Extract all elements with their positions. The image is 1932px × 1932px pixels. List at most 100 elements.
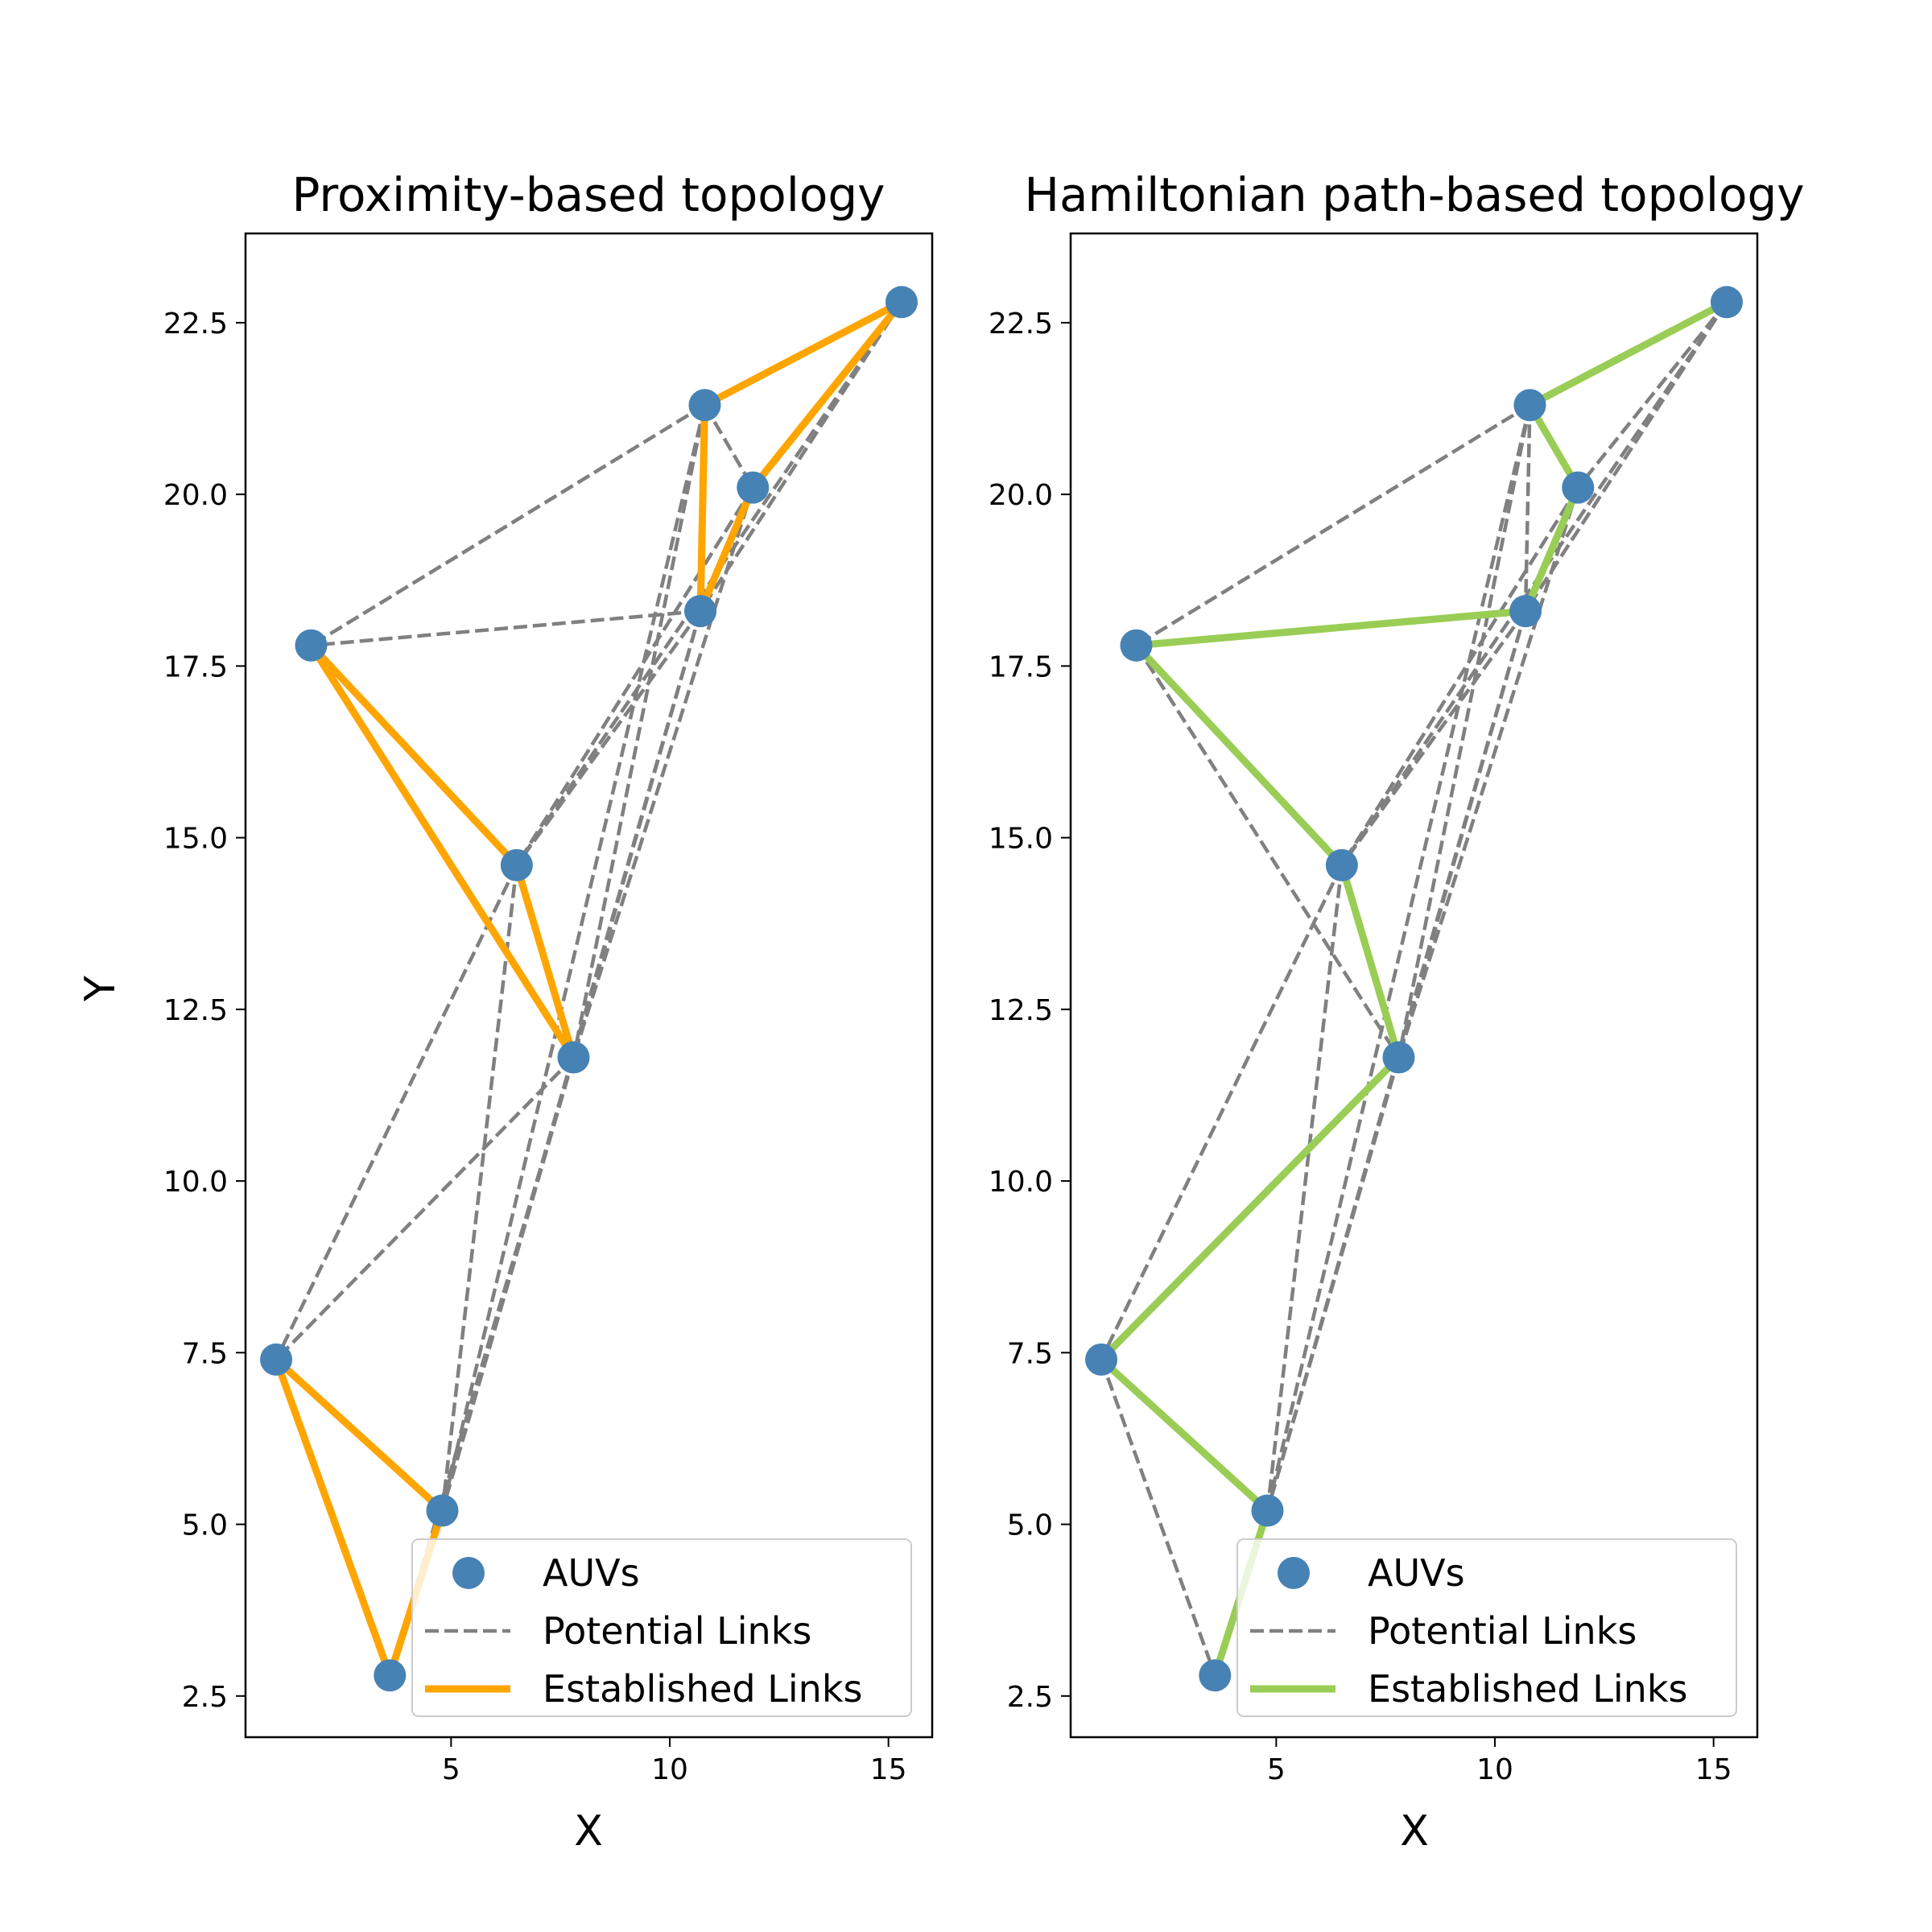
- auv-point: [500, 848, 533, 881]
- potential-link: [572, 404, 707, 1059]
- potential-link: [440, 865, 519, 1511]
- potential-link: [1340, 486, 1580, 866]
- legend-label: Established Links: [1368, 1667, 1687, 1711]
- auv-point: [1120, 629, 1153, 662]
- y-axis-title: Y: [76, 976, 125, 1002]
- y-tick-label: 15.0: [989, 823, 1053, 856]
- plot-area: 5 10 15 2.5 5.0 7.5 10.0 12.5 15.0 17.5 20.0 22.5 AU…: [989, 232, 1759, 1786]
- potential-link: [388, 1056, 576, 1676]
- established-link: [700, 297, 907, 411]
- auv-nodes: [260, 286, 918, 1692]
- potential-link: [1265, 1056, 1401, 1512]
- auv-point: [684, 595, 717, 628]
- x-tick-label: 5: [1267, 1753, 1286, 1786]
- potential-link: [572, 486, 755, 1059]
- legend-label: AUVs: [1368, 1551, 1465, 1595]
- established-link: [1337, 861, 1404, 1063]
- potential-link: [1099, 1359, 1217, 1676]
- y-tick-label: 17.5: [989, 650, 1053, 683]
- auv-point: [260, 1343, 293, 1376]
- y-tick-label: 12.5: [163, 994, 228, 1027]
- x-axis-title: X: [574, 1807, 603, 1856]
- y-tick-label: 7.5: [1007, 1337, 1053, 1370]
- auv-point: [1251, 1494, 1284, 1527]
- x-tick-label: 15: [870, 1753, 907, 1786]
- potential-link: [1265, 404, 1532, 1512]
- established-link: [1525, 297, 1732, 411]
- auv-point: [374, 1659, 407, 1692]
- axes-frame: [1069, 232, 1759, 1739]
- y-tick-label: 22.5: [989, 308, 1053, 341]
- auv-point: [1509, 595, 1542, 628]
- established-link: [306, 640, 522, 871]
- y-tick-label: 10.0: [163, 1166, 228, 1199]
- established-link: [1096, 1354, 1273, 1516]
- auv-point: [1382, 1041, 1415, 1074]
- potential-link: [1134, 644, 1401, 1059]
- potential-link: [515, 609, 702, 867]
- potential-link: [1397, 486, 1580, 1059]
- established-link: [1132, 607, 1530, 650]
- x-tick-label: 5: [442, 1753, 460, 1786]
- legend-label: Established Links: [543, 1667, 862, 1711]
- y-tick-label: 17.5: [163, 650, 228, 683]
- potential-link: [1397, 404, 1532, 1059]
- established-links: [1096, 297, 1732, 1680]
- y-tick-label: 22.5: [163, 308, 228, 341]
- legend: AUVs Potential Links Established Links: [1236, 1538, 1737, 1717]
- plot-area: 5 10 15 2.5 5.0 7.5 10.0 12.5 15.0 17.5 20.0 22.5 AU…: [163, 232, 934, 1786]
- auv-point: [737, 471, 770, 504]
- established-link: [306, 640, 579, 1063]
- legend-box: [1236, 1538, 1737, 1717]
- potential-link: [275, 864, 518, 1360]
- y-tick-label: 7.5: [182, 1337, 228, 1370]
- auv-point: [1513, 389, 1546, 422]
- auv-nodes: [1085, 286, 1743, 1692]
- potential-link: [1523, 405, 1532, 612]
- panel-proximity: Proximity-based topology 5 10 15 2.5 5.0 7.5 1…: [76, 167, 934, 1856]
- potential-link: [1100, 864, 1344, 1360]
- potential-link: [440, 404, 707, 1512]
- y-tick-label: 12.5: [989, 994, 1053, 1027]
- established-link: [1096, 1052, 1404, 1365]
- potential-link: [1265, 865, 1344, 1511]
- legend-label: AUVs: [543, 1551, 640, 1595]
- y-tick-label: 10.0: [989, 1166, 1053, 1199]
- y-tick-label: 20.0: [163, 479, 228, 512]
- established-links: [270, 296, 907, 1680]
- legend: AUVs Potential Links Established Links: [411, 1538, 912, 1717]
- established-link: [270, 1354, 448, 1516]
- y-tick-label: 2.5: [1007, 1681, 1053, 1714]
- legend-marker-auvs: [452, 1557, 485, 1589]
- panel-title: Proximity-based topology: [291, 167, 885, 222]
- auv-point: [1325, 848, 1358, 881]
- x-tick-label: 10: [651, 1753, 688, 1786]
- y-tick-label: 5.0: [1007, 1509, 1053, 1542]
- established-link: [696, 482, 758, 617]
- y-tick-label: 20.0: [989, 479, 1053, 512]
- legend-marker-auvs: [1278, 1557, 1310, 1589]
- legend-label: Potential Links: [1368, 1609, 1637, 1653]
- established-link: [1521, 482, 1583, 617]
- y-tick-label: 2.5: [182, 1681, 228, 1714]
- auv-point: [557, 1041, 590, 1074]
- auv-point: [1710, 286, 1743, 319]
- auv-point: [295, 629, 328, 662]
- potential-link: [1576, 300, 1728, 489]
- x-tick-label: 10: [1476, 1753, 1513, 1786]
- auv-point: [688, 389, 721, 422]
- auv-point: [1085, 1343, 1118, 1376]
- panel-hamiltonian: Hamiltonian path-based topology 5 10 15 2.5…: [989, 167, 1805, 1856]
- y-tick-label: 5.0: [182, 1509, 228, 1542]
- potential-link: [1340, 609, 1527, 867]
- x-tick-label: 15: [1695, 1753, 1732, 1786]
- potential-link: [514, 486, 755, 866]
- auv-point: [1199, 1659, 1232, 1692]
- x-axis-title: X: [1400, 1807, 1429, 1856]
- established-link: [271, 1355, 395, 1680]
- auv-point: [885, 286, 918, 319]
- potential-link: [275, 1055, 576, 1361]
- established-link: [747, 296, 907, 493]
- potential-link: [311, 609, 701, 648]
